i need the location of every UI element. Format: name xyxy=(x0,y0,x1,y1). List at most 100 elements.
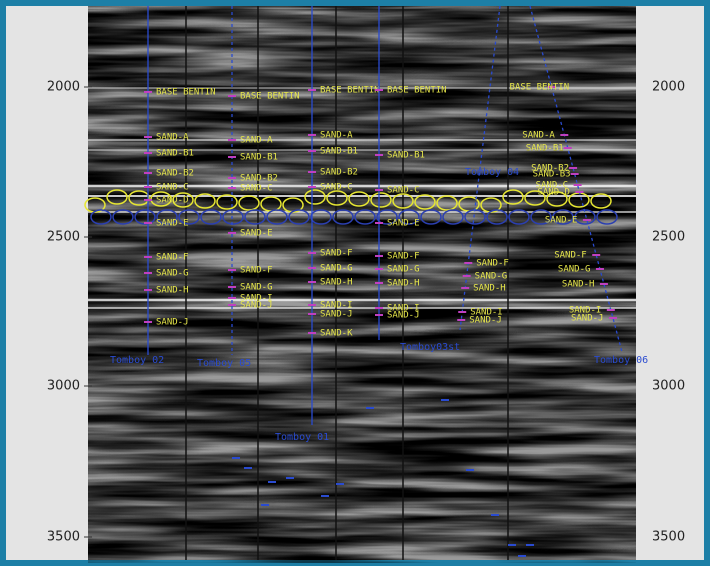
well-top: SAND-B2 xyxy=(156,169,194,179)
horizon-pick xyxy=(376,209,398,225)
horizon-pick xyxy=(546,191,568,207)
well-top: SAND-E xyxy=(387,219,420,229)
well-top: SAND-G xyxy=(558,265,591,275)
depth-tick-label: 2000 xyxy=(652,80,685,95)
well-top: SAND-J xyxy=(320,310,353,320)
depth-tick-label: 3000 xyxy=(652,379,685,394)
horizon-pick xyxy=(238,195,260,211)
well-top: SAND-B2 xyxy=(320,168,358,178)
well-top: SAND-H xyxy=(387,279,420,289)
well-top: SAND-G xyxy=(320,264,353,274)
well-top: SAND-A xyxy=(320,131,353,141)
well-name: Tomboy 01 xyxy=(275,432,329,443)
well-top: SAND-I xyxy=(320,301,353,311)
well-top: SAND-B1 xyxy=(240,153,278,163)
well-top: SAND-B3 xyxy=(533,170,571,180)
horizon-pick xyxy=(222,209,244,225)
depth-tick-label: 3000 xyxy=(47,379,80,394)
well-top: SAND-A xyxy=(156,133,189,143)
horizon-pick xyxy=(354,209,376,225)
horizon-pick xyxy=(326,190,348,206)
horizon-pick xyxy=(392,193,414,209)
horizon-pick xyxy=(442,209,464,225)
depth-tick-label: 3500 xyxy=(652,530,685,545)
well-top: SAND-B1 xyxy=(526,144,564,154)
horizon-pick xyxy=(502,189,524,205)
well-top: SAND-F xyxy=(240,266,273,276)
well-top: SAND-C xyxy=(156,183,189,193)
depth-tick-label: 2000 xyxy=(47,80,80,95)
well-top: SAND-I xyxy=(387,304,420,314)
well-top: SAND-A xyxy=(522,131,555,141)
horizon-pick xyxy=(596,209,618,225)
well-top: SAND-J xyxy=(571,314,604,324)
well-top: SAND-D xyxy=(537,188,570,198)
well-top: SAND-E xyxy=(545,216,578,226)
horizon-pick xyxy=(244,209,266,225)
well-top: SAND-D xyxy=(156,196,189,206)
well-top: SAND-H xyxy=(562,280,595,290)
horizon-pick xyxy=(486,209,508,225)
well-top: SAND-F xyxy=(387,252,420,262)
well-name: Tomboy 04 xyxy=(465,167,519,178)
well-top: SAND-B1 xyxy=(320,147,358,157)
well-top: SAND-B2 xyxy=(240,174,278,184)
well-top: SAND-H xyxy=(320,278,353,288)
well-top: BASE BENTIN xyxy=(387,86,447,96)
well-top: SAND-H xyxy=(473,284,506,294)
well-top: BASE BENTIN xyxy=(240,92,300,102)
well-top: SAND-E xyxy=(156,219,189,229)
well-top: SAND-C xyxy=(536,181,569,191)
horizon-pick xyxy=(332,209,354,225)
horizon-pick xyxy=(420,209,442,225)
well-name: Tomboy03st xyxy=(400,342,460,353)
well-top: SAND-B1 xyxy=(156,149,194,159)
well-name: Tomboy 02 xyxy=(110,355,164,366)
well-top: BASE BENTIN xyxy=(320,86,380,96)
horizon-pick xyxy=(216,194,238,210)
horizon-pick xyxy=(194,193,216,209)
well-top: SAND-I xyxy=(240,294,273,304)
depth-tick-label: 2500 xyxy=(652,230,685,245)
horizon-pick xyxy=(106,189,128,205)
well-top: SAND-C xyxy=(240,184,273,194)
horizon-pick xyxy=(508,209,530,225)
horizon-pick xyxy=(172,192,194,208)
well-top: SAND-G xyxy=(156,269,189,279)
horizon-pick xyxy=(310,209,332,225)
well-top: SAND-J xyxy=(156,318,189,328)
well-top: BASE BENTIN xyxy=(156,88,216,98)
horizon-pick xyxy=(530,209,552,225)
well-top: SAND-C xyxy=(320,183,353,193)
horizon-pick xyxy=(370,192,392,208)
horizon-pick xyxy=(200,209,222,225)
horizon-pick xyxy=(590,193,612,209)
well-top: SAND-G xyxy=(240,283,273,293)
well-top: SAND-I xyxy=(470,308,503,318)
well-name: Tomboy 06 xyxy=(594,355,648,366)
horizon-pick xyxy=(304,189,326,205)
well-top: SAND-F xyxy=(554,251,587,261)
horizon-pick xyxy=(112,209,134,225)
horizon-pick xyxy=(288,209,310,225)
well-top: SAND-H xyxy=(156,286,189,296)
depth-tick-label: 2500 xyxy=(47,230,80,245)
horizon-pick xyxy=(574,209,596,225)
well-top: SAND-I xyxy=(569,306,602,316)
horizon-pick xyxy=(552,209,574,225)
well-top: SAND-F xyxy=(476,259,509,269)
well-top: SAND-J xyxy=(469,316,502,326)
well-top: SAND-K xyxy=(320,329,353,339)
well-top: SAND-J xyxy=(387,311,420,321)
well-top: BASE BENTIN xyxy=(510,83,570,93)
well-top: SAND-G xyxy=(475,272,508,282)
well-top: SAND-B1 xyxy=(387,151,425,161)
well-top: SAND-B2 xyxy=(531,164,569,174)
well-top: SAND-J xyxy=(240,301,273,311)
well-top: SAND-F xyxy=(320,249,353,259)
well-top: SAND-E xyxy=(240,229,273,239)
horizon-pick xyxy=(266,209,288,225)
horizon-pick xyxy=(414,194,436,210)
horizon-pick xyxy=(524,190,546,206)
